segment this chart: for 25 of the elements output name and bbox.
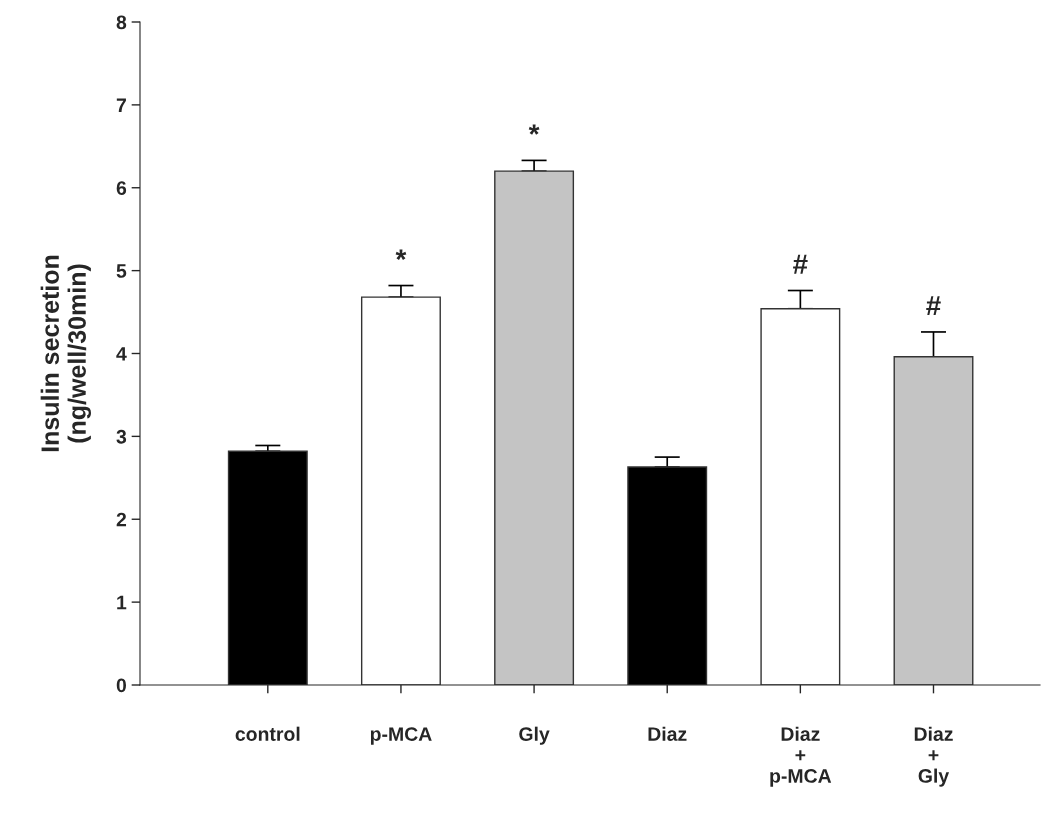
bar xyxy=(760,308,841,685)
x-tick-label: Diaz + Gly xyxy=(914,726,953,787)
bar xyxy=(494,170,575,685)
y-tick-label: 7 xyxy=(116,98,126,112)
y-tick-label: 4 xyxy=(116,347,127,361)
data-label: # xyxy=(926,296,941,316)
x-tick-label: Diaz + p-MCA xyxy=(770,726,832,787)
y-tick-label: 0 xyxy=(116,678,127,693)
x-tick-label: Gly xyxy=(519,726,550,745)
bar xyxy=(893,356,974,685)
data-label: # xyxy=(793,254,808,274)
y-tick-label: 5 xyxy=(116,264,127,278)
data-label: * xyxy=(395,249,407,260)
bar xyxy=(227,450,308,685)
y-tick-label: 6 xyxy=(116,181,127,195)
y-axis-title: Insulin secretion (ng/well/30min) xyxy=(40,255,91,452)
y-tick-label: 3 xyxy=(116,429,127,444)
x-tick-label: Diaz xyxy=(648,726,687,741)
x-tick-label: control xyxy=(235,726,300,741)
bar xyxy=(360,296,441,685)
y-tick-label: 8 xyxy=(116,15,127,30)
data-label: * xyxy=(528,124,540,135)
y-tick-label: 2 xyxy=(116,512,127,527)
x-tick-label: p-MCA xyxy=(370,727,432,745)
y-tick-label: 1 xyxy=(117,595,127,610)
